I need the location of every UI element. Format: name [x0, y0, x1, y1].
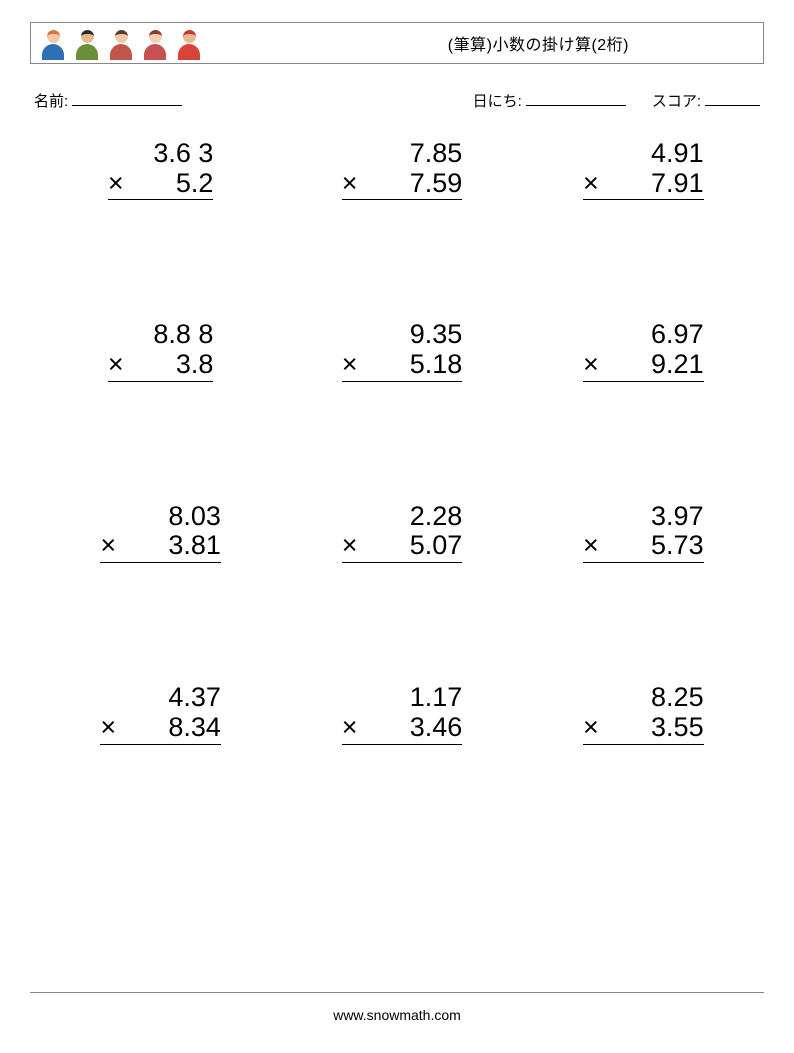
name-blank[interactable] — [72, 90, 182, 106]
problem: 8.25×3.55 — [553, 683, 734, 744]
times-operator: × — [342, 169, 410, 199]
date-label: 日にち: — [473, 90, 522, 111]
times-operator: × — [108, 350, 176, 380]
header-box: (筆算)小数の掛け算(2桁) — [30, 22, 764, 64]
times-operator: × — [342, 350, 410, 380]
multiplier-row: ×5.18 — [342, 350, 463, 382]
problem: 9.35×5.18 — [311, 320, 492, 381]
times-operator: × — [583, 350, 651, 380]
name-label: 名前: — [34, 90, 68, 111]
meta-row: 名前: 日にち: スコア: — [34, 90, 760, 111]
multiplier-row: ×5.73 — [583, 531, 704, 563]
avatar-icon — [175, 26, 203, 60]
problems-grid: 3.6 3×5.2 7.85×7.59 4.91×7.91 8.8 8×3.8 9.35… — [30, 139, 764, 745]
avatar-icon — [73, 26, 101, 60]
multiplicand: 2.28 — [342, 502, 463, 532]
multiplier-row: ×9.21 — [583, 350, 704, 382]
problem: 1.17×3.46 — [311, 683, 492, 744]
problem: 8.8 8×3.8 — [70, 320, 251, 381]
worksheet-page: (筆算)小数の掛け算(2桁) 名前: 日にち: スコア: 3.6 3×5.2 7.… — [0, 0, 794, 1053]
footer-url: www.snowmath.com — [333, 1007, 461, 1023]
times-operator: × — [100, 531, 168, 561]
times-operator: × — [583, 713, 651, 743]
worksheet-title: (筆算)小数の掛け算(2桁) — [448, 31, 749, 55]
problem: 2.28×5.07 — [311, 502, 492, 563]
multiplicand: 7.85 — [342, 139, 463, 169]
multiplicand: 4.91 — [583, 139, 704, 169]
multiplier-row: ×3.46 — [342, 713, 463, 745]
multiplicand: 1.17 — [342, 683, 463, 713]
name-field: 名前: — [34, 90, 182, 111]
multiplier-row: ×3.8 — [108, 350, 214, 382]
times-operator: × — [108, 169, 176, 199]
avatar-icon — [141, 26, 169, 60]
times-operator: × — [342, 713, 410, 743]
times-operator: × — [342, 531, 410, 561]
multiplicand: 8.03 — [100, 502, 221, 532]
footer-rule — [30, 992, 764, 993]
problem: 3.97×5.73 — [553, 502, 734, 563]
times-operator: × — [583, 169, 651, 199]
multiplier-row: ×5.07 — [342, 531, 463, 563]
multiplicand: 3.6 3 — [108, 139, 214, 169]
footer: www.snowmath.com — [0, 992, 794, 1023]
problem: 4.91×7.91 — [553, 139, 734, 200]
multiplicand: 8.8 8 — [108, 320, 214, 350]
multiplicand: 8.25 — [583, 683, 704, 713]
problem: 3.6 3×5.2 — [70, 139, 251, 200]
date-blank[interactable] — [526, 90, 626, 106]
multiplier-row: ×7.59 — [342, 169, 463, 201]
multiplier-row: ×3.55 — [583, 713, 704, 745]
times-operator: × — [100, 713, 168, 743]
multiplicand: 9.35 — [342, 320, 463, 350]
avatar-icon — [107, 26, 135, 60]
score-blank[interactable] — [705, 90, 760, 106]
multiplicand: 3.97 — [583, 502, 704, 532]
multiplicand: 4.37 — [100, 683, 221, 713]
times-operator: × — [583, 531, 651, 561]
problem: 8.03×3.81 — [70, 502, 251, 563]
problem: 6.97×9.21 — [553, 320, 734, 381]
problem: 7.85×7.59 — [311, 139, 492, 200]
score-label: スコア: — [652, 90, 701, 111]
multiplicand: 6.97 — [583, 320, 704, 350]
avatar-icon — [39, 26, 67, 60]
multiplier-row: ×3.81 — [100, 531, 221, 563]
problem: 4.37×8.34 — [70, 683, 251, 744]
avatar-row — [39, 26, 203, 60]
multiplier-row: ×7.91 — [583, 169, 704, 201]
multiplier-row: ×5.2 — [108, 169, 214, 201]
multiplier-row: ×8.34 — [100, 713, 221, 745]
